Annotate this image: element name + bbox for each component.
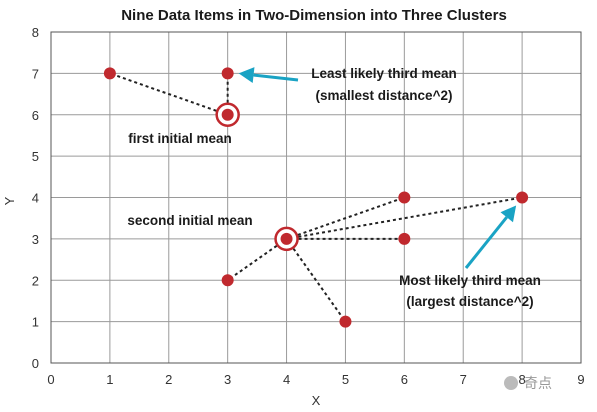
data-point (516, 191, 529, 204)
y-axis-label: Y (2, 196, 17, 205)
watermark-icon (504, 376, 518, 390)
y-tick-label: 0 (32, 356, 39, 371)
most-likely-annotation-line2: (largest distance^2) (406, 294, 533, 309)
x-tick-label: 8 (518, 372, 525, 387)
y-tick-label: 2 (32, 273, 39, 288)
y-tick-labels: 0 1 2 3 4 5 6 7 8 (32, 25, 39, 371)
least-likely-annotation-line2: (smallest distance^2) (316, 88, 453, 103)
most-likely-arrowhead (500, 205, 517, 223)
y-tick-label: 4 (32, 191, 39, 206)
x-axis-label: X (312, 393, 321, 408)
distance-link (286, 196, 523, 240)
least-likely-arrowhead (238, 67, 255, 83)
x-tick-label: 5 (342, 372, 349, 387)
data-point (398, 191, 411, 204)
data-point (221, 274, 234, 287)
x-tick-label: 2 (165, 372, 172, 387)
most-likely-arrow (464, 216, 508, 269)
x-tick-label: 9 (577, 372, 584, 387)
x-tick-label: 0 (47, 372, 54, 387)
x-tick-label: 4 (283, 372, 290, 387)
y-tick-label: 7 (32, 66, 39, 81)
least-likely-annotation-line1: Least likely third mean (311, 66, 457, 81)
data-point (398, 232, 411, 245)
x-tick-label: 6 (401, 372, 408, 387)
annotation-arrows (238, 67, 517, 269)
chart-title: Nine Data Items in Two-Dimension into Th… (121, 7, 507, 24)
most-likely-annotation-line1: Most likely third mean (399, 273, 541, 288)
data-points (103, 67, 529, 328)
y-tick-label: 6 (32, 108, 39, 123)
watermark-text: 奇点 (524, 375, 552, 392)
least-likely-arrow (253, 73, 299, 82)
data-point (280, 232, 293, 245)
distance-link (285, 238, 347, 323)
data-point (339, 315, 352, 328)
distance-links (109, 72, 523, 323)
x-tick-label: 3 (224, 372, 231, 387)
y-tick-label: 1 (32, 315, 39, 330)
watermark: 奇点 (504, 375, 552, 392)
x-tick-label: 7 (460, 372, 467, 387)
y-tick-label: 8 (32, 25, 39, 40)
data-point (221, 67, 234, 80)
x-tick-label: 1 (106, 372, 113, 387)
distance-link (286, 196, 405, 240)
x-tick-labels: 0 1 2 3 4 5 6 7 8 9 (47, 372, 584, 387)
y-tick-label: 5 (32, 149, 39, 164)
distance-link (109, 72, 228, 116)
second-initial-mean-label: second initial mean (127, 213, 252, 228)
plot-frame (50, 31, 582, 364)
y-tick-label: 3 (32, 232, 39, 247)
data-point (221, 108, 234, 121)
first-initial-mean-label: first initial mean (128, 131, 232, 146)
data-point (103, 67, 116, 80)
